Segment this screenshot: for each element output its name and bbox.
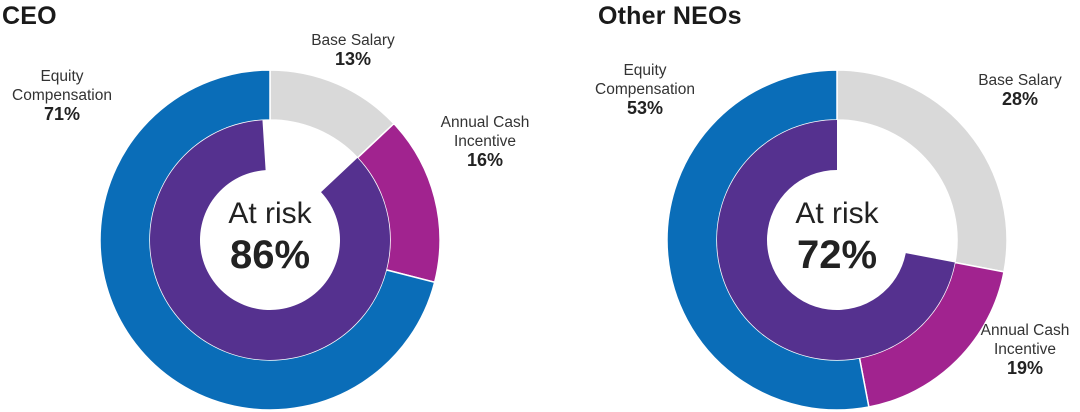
slice-label-base-salary: Base Salary 13% [278, 31, 428, 69]
slice-label-line: Equity [40, 67, 84, 85]
slice-label-name: Base Salary [278, 31, 428, 50]
chart-title: CEO [2, 2, 57, 30]
slice-label-annual-cash-incentive: Annual Cash Incentive 19% [950, 321, 1080, 378]
slice-label-value: 13% [334, 49, 372, 69]
slice-label-name: Base Salary [945, 71, 1080, 90]
slice-label-name: Annual Cash Incentive [950, 321, 1080, 359]
slice-label-value: 53% [626, 97, 664, 118]
slice-label-value: 16% [466, 149, 504, 170]
slice-label-name: Annual Cash Incentive [410, 113, 560, 151]
slice-label-value: 19% [1006, 357, 1044, 378]
slice-label-line: Incentive [453, 132, 517, 150]
slice-label-base-salary: Base Salary 28% [945, 71, 1080, 109]
slice-label-equity-compensation: Equity Compensation 71% [0, 67, 137, 124]
inner-ring-at-risk [150, 120, 390, 361]
neo-chart-panel: Other NEOs Base Salary 28% Annual Cash Ince… [540, 0, 1080, 412]
slice-label-value: 71% [43, 103, 81, 124]
slice-label-value: 28% [1001, 89, 1039, 109]
slice-label-line: Annual Cash [980, 321, 1070, 339]
center-label: At risk 86% [200, 196, 340, 278]
center-label: At risk 72% [767, 196, 907, 278]
slice-label-line: Base Salary [311, 32, 395, 49]
slice-label-line: Annual Cash [440, 113, 530, 131]
slice-label-name: Equity Compensation [0, 67, 137, 105]
slice-label-line: Incentive [993, 340, 1057, 358]
center-value: 72% [796, 233, 878, 277]
inner-ring-at-risk [717, 120, 955, 360]
neo-donut-chart [666, 69, 1008, 411]
slice-label-line: Base Salary [978, 72, 1062, 89]
slice-label-line: Compensation [12, 86, 112, 104]
slice-label-name: Equity Compensation [570, 61, 720, 99]
center-label-text: At risk [795, 197, 879, 230]
slice-label-line: Equity [623, 61, 667, 79]
ceo-donut-chart [99, 69, 441, 411]
center-value: 86% [229, 233, 311, 277]
slice-label-line: Compensation [595, 80, 695, 98]
center-label-text: At risk [228, 197, 312, 230]
ceo-chart-panel: CEO Base Salary 13% Annual Cash Incentive 16… [0, 2, 529, 411]
slice-label-equity-compensation: Equity Compensation 53% [570, 61, 720, 118]
chart-title: Other NEOs [598, 2, 742, 30]
slice-label-annual-cash-incentive: Annual Cash Incentive 16% [410, 113, 560, 170]
